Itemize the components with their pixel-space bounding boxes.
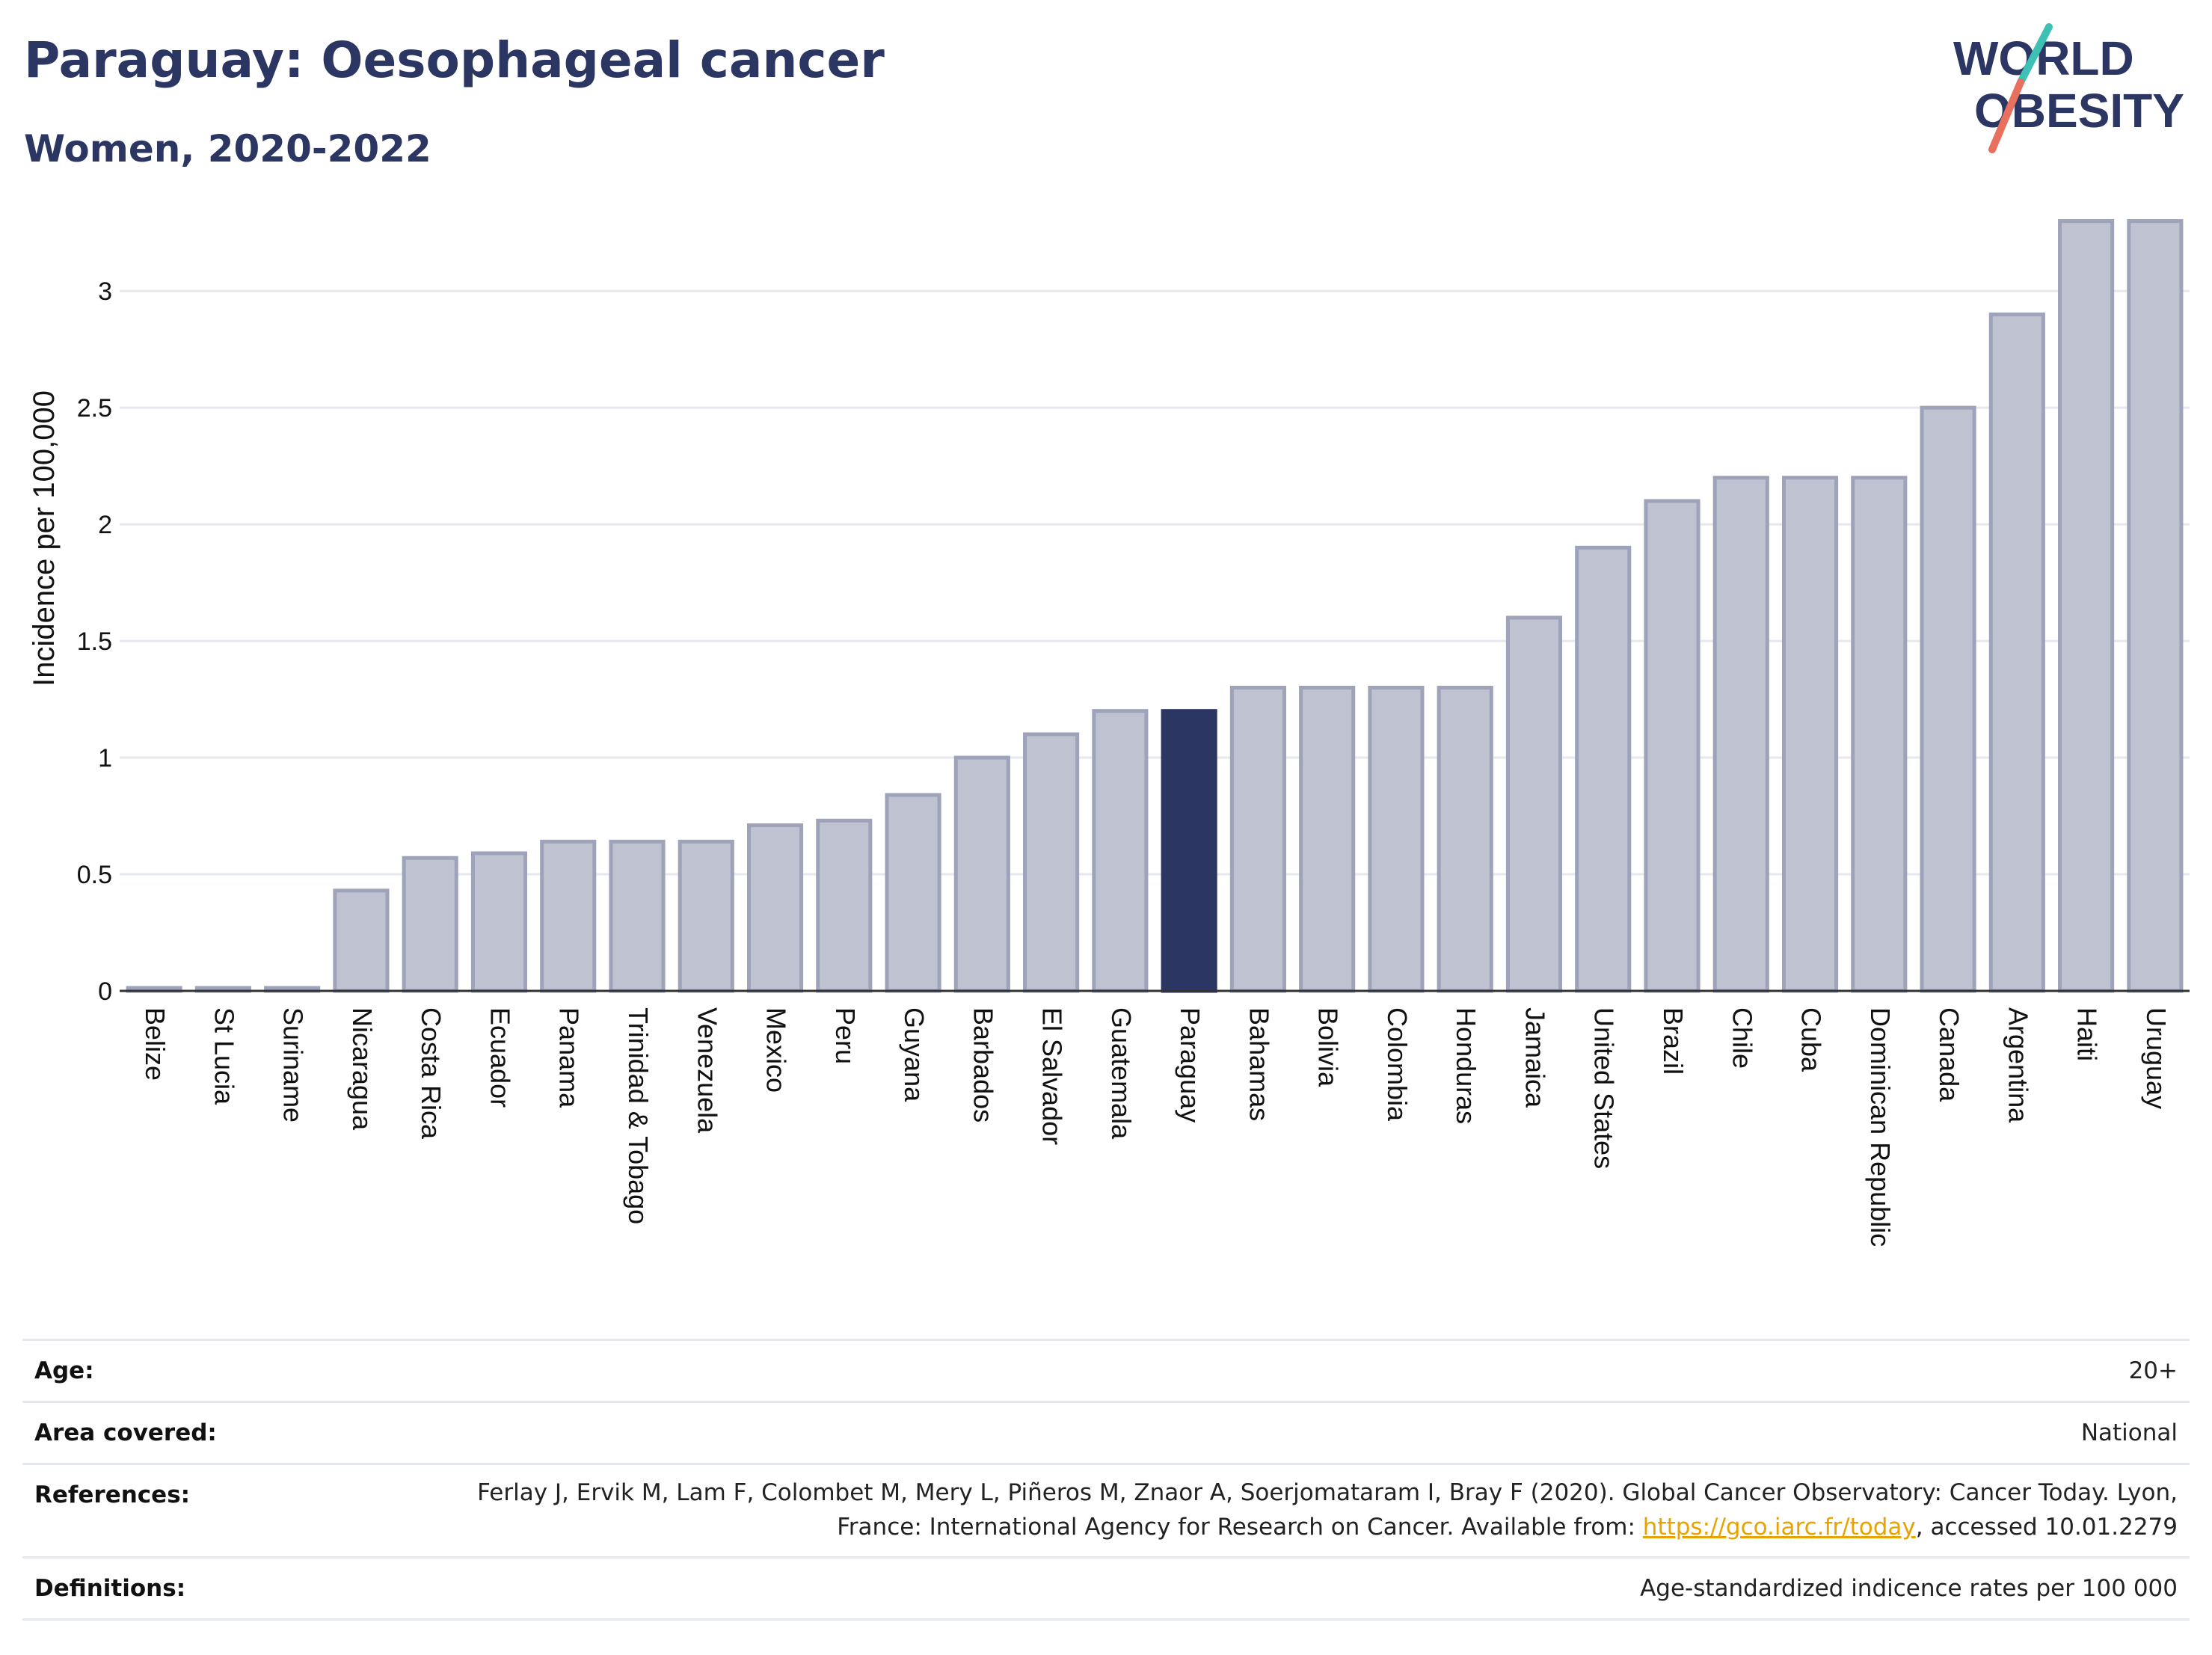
logo-accent-coral [1988, 79, 2024, 153]
bar-panama [540, 839, 597, 993]
x-tick-label: Guyana [899, 1007, 930, 1102]
bar-trinidad-tobago [609, 839, 666, 993]
grid-lines [120, 289, 2190, 876]
x-tick-label: Colombia [1382, 1007, 1413, 1122]
x-tick-label: Peru [830, 1007, 861, 1064]
meta-row-age: Age: 20+ [22, 1339, 2190, 1401]
bar-guatemala [1092, 709, 1149, 993]
chart-title: Paraguay: Oesophageal cancer [24, 31, 885, 89]
x-tick-labels: Belize St Lucia Suriname Nicaragua Costa Ric… [140, 1007, 2172, 1247]
meta-row-references: References: Ferlay J, Ervik M, Lam F, Co… [22, 1463, 2190, 1556]
x-tick-label: Panama [554, 1007, 585, 1108]
chart-subtitle: Women, 2020-2022 [24, 127, 431, 171]
x-tick-label: St Lucia [209, 1007, 239, 1105]
bar-chart: 0 0.5 1 1.5 2 2.5 3 Belize St Lucia Suriname Nica… [28, 219, 2190, 1247]
x-tick-label: El Salvador [1037, 1007, 1068, 1145]
bar-barbados [953, 755, 1010, 993]
y-tick-labels: 0 0.5 1 1.5 2 2.5 3 [77, 277, 112, 1006]
y-tick-label: 1 [98, 744, 112, 773]
x-tick-label: Bahamas [1244, 1007, 1274, 1121]
x-tick-label: Dominican Republic [1865, 1007, 1896, 1247]
y-axis-label: Incidence per 100,000 [28, 390, 61, 687]
definitions-value: Age-standardized indicence rates per 100… [1640, 1575, 2178, 1602]
y-tick-label: 0.5 [77, 861, 112, 889]
bar-guyana [885, 793, 941, 993]
x-tick-label: Ecuador [485, 1007, 515, 1108]
x-tick-label: Canada [1934, 1007, 1964, 1102]
x-tick-label: Argentina [2003, 1007, 2033, 1123]
metadata-table: Age: 20+ Area covered: National Referenc… [22, 1339, 2190, 1621]
x-tick-label: Haiti [2072, 1007, 2103, 1061]
references-suffix: , accessed 10.01.2279 [1915, 1514, 2178, 1541]
bar-venezuela [678, 839, 734, 993]
bar-dominican-republic [1851, 476, 1908, 993]
bar-brazil [1644, 499, 1701, 993]
x-tick-label: Costa Rica [416, 1007, 446, 1140]
x-tick-label: Mexico [761, 1007, 792, 1093]
x-tick-label: Paraguay [1175, 1007, 1205, 1123]
x-tick-label: Barbados [968, 1007, 998, 1123]
x-tick-label: Guatemala [1106, 1007, 1137, 1140]
x-tick-label: United States [1589, 1007, 1620, 1169]
area-label: Area covered: [34, 1419, 217, 1446]
x-tick-label: Bolivia [1313, 1007, 1344, 1087]
y-tick-label: 0 [98, 977, 112, 1006]
bar-ecuador [470, 851, 528, 993]
meta-row-area: Area covered: National [22, 1401, 2190, 1463]
x-tick-label: Brazil [1658, 1007, 1689, 1075]
bar-colombia [1368, 685, 1425, 993]
references-label: References: [34, 1481, 191, 1508]
bar-costa-rica [402, 856, 458, 993]
meta-row-definitions: Definitions: Age-standardized indicence … [22, 1556, 2190, 1621]
x-tick-label: Venezuela [692, 1007, 722, 1134]
bar-honduras [1437, 685, 1493, 993]
bar-chile [1712, 476, 1769, 993]
x-tick-label: Belize [140, 1007, 170, 1081]
x-tick-label: Trinidad & Tobago [623, 1007, 654, 1224]
y-tick-label: 1.5 [77, 627, 112, 656]
bar-canada [1920, 405, 1976, 993]
x-tick-label: Cuba [1796, 1007, 1827, 1072]
x-tick-label: Honduras [1451, 1007, 1481, 1124]
world-obesity-logo: WORLD OBESITY [1953, 23, 2184, 153]
bar-bahamas [1229, 685, 1286, 993]
bars [126, 219, 2184, 993]
bar-el-salvador [1023, 732, 1080, 993]
references-link[interactable]: https://gco.iarc.fr/today [1642, 1514, 1916, 1541]
age-value: 20+ [2128, 1357, 2178, 1384]
bar-paraguay [1161, 709, 1217, 993]
bar-uruguay [2127, 219, 2184, 993]
area-value: National [2080, 1419, 2178, 1446]
bar-nicaragua [333, 888, 390, 993]
bar-jamaica [1505, 615, 1563, 993]
references-text: Ferlay J, Ervik M, Lam F, Colombet M, Me… [477, 1479, 2178, 1541]
bar-haiti [2058, 219, 2115, 993]
y-tick-label: 2.5 [77, 394, 112, 423]
x-tick-label: Suriname [278, 1007, 309, 1123]
logo-accent-teal [2017, 23, 2053, 86]
references-value: Ferlay J, Ervik M, Lam F, Colombet M, Me… [458, 1476, 2178, 1544]
x-tick-label: Chile [1727, 1007, 1757, 1069]
y-tick-label: 2 [98, 511, 112, 539]
x-tick-label: Jamaica [1520, 1007, 1550, 1108]
y-tick-label: 3 [98, 277, 112, 306]
bar-cuba [1781, 476, 1839, 993]
bar-peru [816, 818, 873, 993]
x-tick-label: Uruguay [2141, 1007, 2172, 1109]
definitions-label: Definitions: [34, 1575, 186, 1602]
bar-united-states [1575, 545, 1632, 993]
age-label: Age: [34, 1357, 94, 1384]
bar-argentina [1988, 312, 2045, 993]
bar-bolivia [1299, 685, 1356, 993]
bar-mexico [746, 823, 804, 993]
x-tick-label: Nicaragua [347, 1007, 378, 1131]
